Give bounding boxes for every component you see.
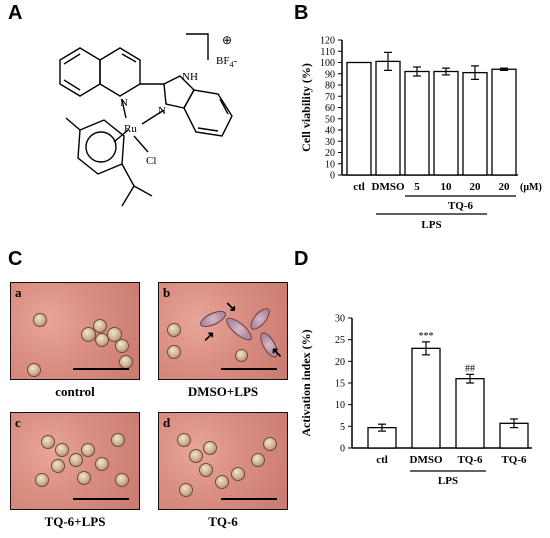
arrow-icon: ↖ xyxy=(271,346,283,361)
scale-bar xyxy=(221,498,277,500)
x-tick-label: DMSO xyxy=(372,181,405,193)
x-tick-label: TQ-6 xyxy=(457,454,483,466)
label-bf4: BF4- xyxy=(216,55,237,69)
scale-bar xyxy=(221,368,277,370)
bar xyxy=(411,347,441,449)
y-tick-label: 5 xyxy=(340,422,345,433)
bar xyxy=(433,70,459,176)
y-tick-label: 15 xyxy=(335,379,345,390)
bar xyxy=(346,61,372,176)
y-tick-label: 0 xyxy=(330,171,335,182)
y-tick-label: 40 xyxy=(325,126,335,137)
y-axis-label: Cell viability (%) xyxy=(299,63,313,152)
y-tick-label: 20 xyxy=(325,148,335,159)
micrograph-caption-tq6: TQ-6 xyxy=(208,514,238,529)
unit-label: (μM) xyxy=(520,182,542,193)
micrograph-label-a: a xyxy=(15,285,22,300)
y-tick-label: 110 xyxy=(320,47,335,58)
y-tick-label: 120 xyxy=(320,36,335,47)
significance-label: ## xyxy=(465,363,475,374)
y-tick-label: 20 xyxy=(335,357,345,368)
y-tick-label: 30 xyxy=(325,137,335,148)
group-label-lps: LPS xyxy=(421,219,441,231)
panel-letter-a: A xyxy=(8,2,23,24)
scale-bar xyxy=(73,368,129,370)
x-tick-label: 5 xyxy=(414,181,420,193)
y-tick-label: 80 xyxy=(325,81,335,92)
y-tick-label: 100 xyxy=(320,58,335,69)
label-n1: N xyxy=(120,97,128,109)
chart-activation-index: 0 5 10 15 20 25 30 Activation index (%) ctl *** DM… xyxy=(299,314,532,487)
cymene-aromatic-circle xyxy=(85,131,117,163)
y-tick-label: 70 xyxy=(325,92,335,103)
y-tick-label: 30 xyxy=(335,314,345,325)
label-charge: ⊕ xyxy=(222,33,232,47)
micrograph-caption-dmso-lps: DMSO+LPS xyxy=(187,384,259,399)
micrograph-tq6-lps: c xyxy=(10,412,140,510)
label-cl: Cl xyxy=(146,155,156,167)
x-tick-label: ctl xyxy=(376,454,388,466)
quinoline-ring-right xyxy=(99,47,141,97)
micrograph-label-d: d xyxy=(163,415,171,430)
y-tick-label: 90 xyxy=(325,69,335,80)
x-tick-label: 20 xyxy=(470,181,482,193)
bar xyxy=(404,70,430,176)
x-tick-label: 10 xyxy=(441,181,453,193)
x-tick-label: TQ-6 xyxy=(501,454,527,466)
arrow-icon: ↘ xyxy=(225,300,237,315)
panel-letter-d: D xyxy=(294,248,309,270)
cymene-ring xyxy=(77,119,125,175)
x-tick-label: ctl xyxy=(353,181,365,193)
y-tick-label: 50 xyxy=(325,114,335,125)
micrograph-label-c: c xyxy=(15,415,21,430)
bar xyxy=(491,68,517,176)
label-n2: N xyxy=(158,105,166,117)
panel-letter-c: C xyxy=(8,248,23,270)
benzimidazole-benzene xyxy=(183,89,233,137)
micrograph-label-b: b xyxy=(163,285,171,300)
y-tick-label: 10 xyxy=(325,159,335,170)
y-tick-label: 25 xyxy=(335,335,345,346)
x-tick-label: 20 xyxy=(499,181,511,193)
y-axis-label: Activation index (%) xyxy=(299,329,313,436)
bar xyxy=(375,60,401,176)
y-tick-label: 0 xyxy=(340,444,345,455)
chemical-structure: N NH N Ru Cl ⊕ BF4- xyxy=(59,33,237,207)
group-label-tq6: TQ-6 xyxy=(448,200,474,212)
y-tick-label: 10 xyxy=(335,400,345,411)
micrograph-caption-tq6-lps: TQ-6+LPS xyxy=(44,514,106,529)
micrograph-tq6: d xyxy=(158,412,288,510)
group-label-lps: LPS xyxy=(438,475,458,487)
label-nh: NH xyxy=(182,71,198,83)
bar xyxy=(455,378,485,449)
arrow-icon: ↗ xyxy=(203,330,215,345)
quinoline-ring-left xyxy=(59,47,101,97)
significance-label: *** xyxy=(419,331,434,342)
micrograph-control: a xyxy=(10,282,140,380)
y-tick-label: 60 xyxy=(325,103,335,114)
bar xyxy=(462,71,488,176)
label-ru: Ru xyxy=(124,123,137,135)
scale-bar xyxy=(73,498,129,500)
x-tick-label: DMSO xyxy=(410,454,443,466)
micrograph-caption-control: control xyxy=(55,384,95,399)
panel-letter-b: B xyxy=(294,2,309,24)
micrograph-dmso-lps: b ↘ ↗ ↖ xyxy=(158,282,288,380)
